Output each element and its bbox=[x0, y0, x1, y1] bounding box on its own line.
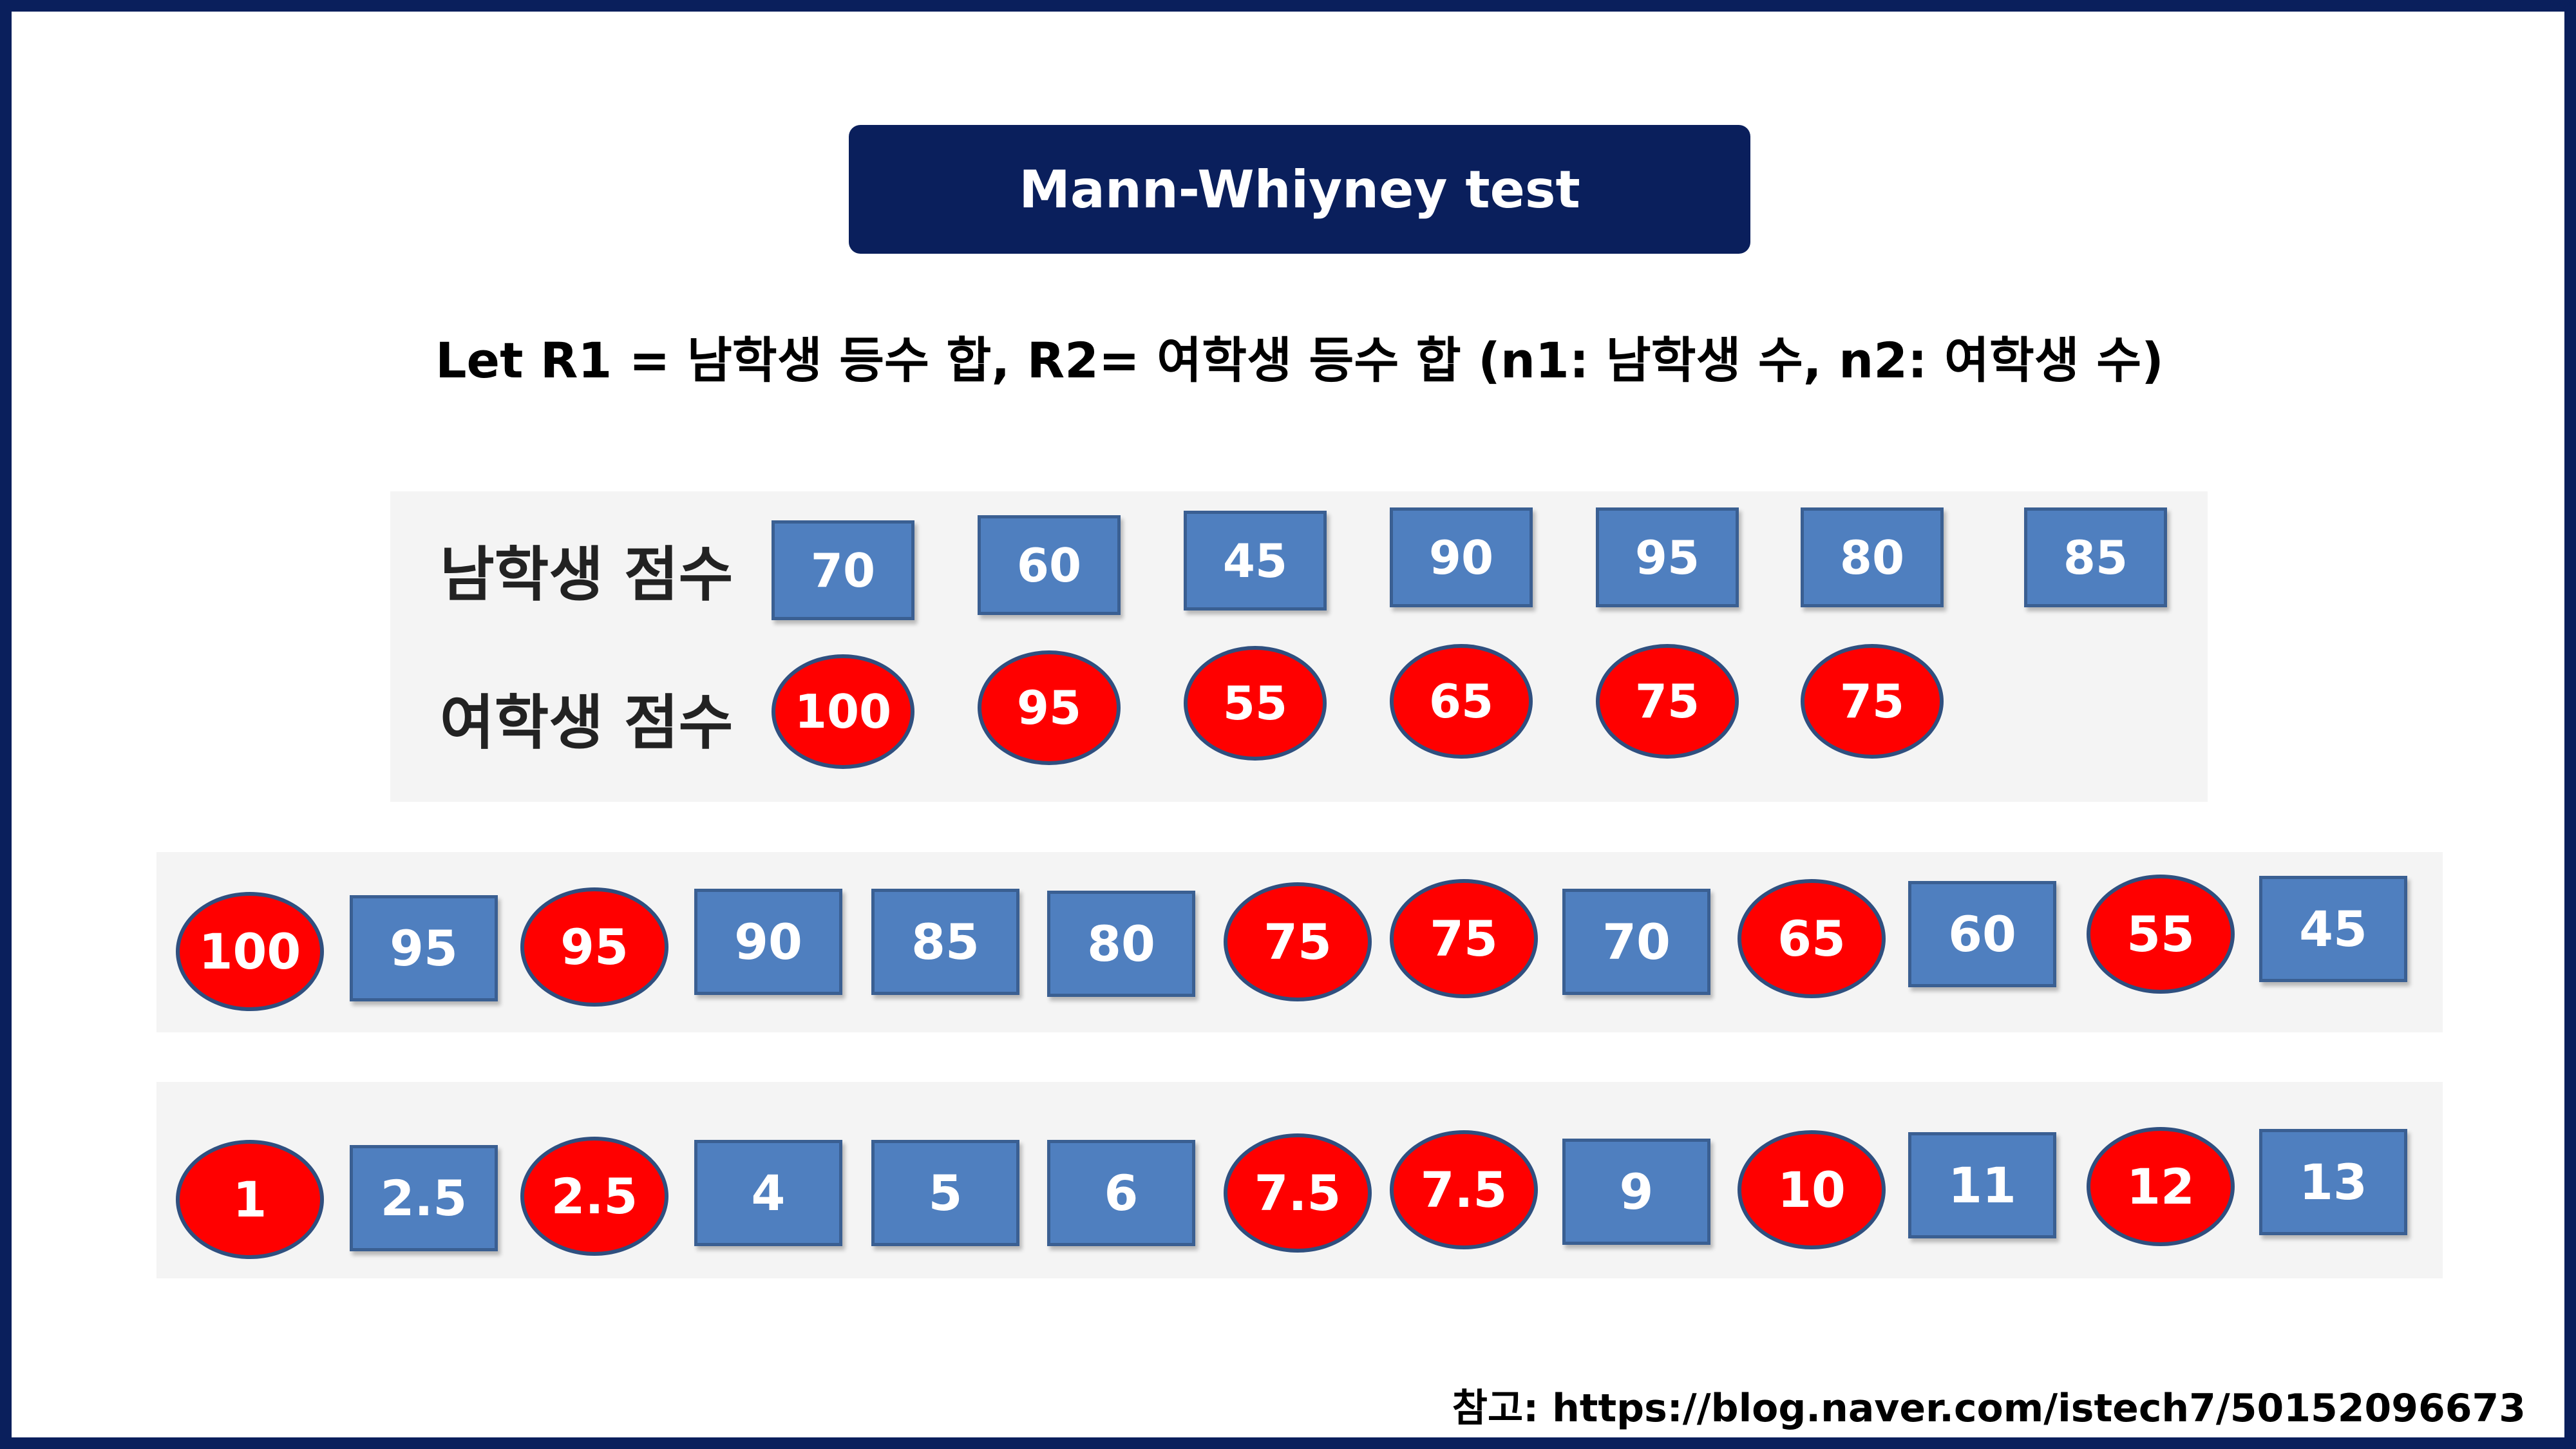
male-score-box: 95 bbox=[1596, 507, 1739, 607]
female-score-circle: 100 bbox=[772, 654, 914, 769]
rank-male-box: 9 bbox=[1562, 1139, 1710, 1245]
sorted-male-box: 45 bbox=[2259, 876, 2407, 982]
rank-female-circle: 7.5 bbox=[1224, 1133, 1372, 1253]
rank-female-circle: 12 bbox=[2087, 1127, 2235, 1246]
female-score-circle: 95 bbox=[978, 650, 1121, 765]
rank-female-circle: 2.5 bbox=[520, 1137, 668, 1256]
male-score-box: 80 bbox=[1801, 507, 1944, 607]
rank-male-box: 2.5 bbox=[350, 1145, 498, 1251]
slide-title: Mann-Whiyney test bbox=[1019, 159, 1580, 220]
sorted-male-box: 70 bbox=[1562, 889, 1710, 995]
reference-note: 참고: https://blog.naver.com/istech7/50152… bbox=[1452, 1386, 2526, 1431]
female-score-circle: 55 bbox=[1184, 646, 1327, 761]
rank-male-box: 13 bbox=[2259, 1129, 2407, 1235]
title-banner: Mann-Whiyney test bbox=[849, 125, 1750, 254]
male-scores-label: 남학생 점수 bbox=[440, 540, 734, 609]
sorted-male-box: 85 bbox=[871, 889, 1019, 995]
female-score-circle: 75 bbox=[1596, 644, 1739, 759]
sorted-male-box: 95 bbox=[350, 895, 498, 1001]
male-score-box: 85 bbox=[2024, 507, 2167, 607]
male-score-box: 60 bbox=[978, 515, 1121, 615]
sorted-female-circle: 100 bbox=[176, 892, 324, 1011]
male-score-box: 45 bbox=[1184, 511, 1327, 611]
rank-female-circle: 7.5 bbox=[1390, 1130, 1538, 1249]
female-score-circle: 65 bbox=[1390, 644, 1533, 759]
sorted-male-box: 60 bbox=[1908, 881, 2056, 987]
slide-subtitle: Let R1 = 남학생 등수 합, R2= 여학생 등수 합 (n1: 남학생… bbox=[435, 332, 2164, 389]
sorted-female-circle: 75 bbox=[1390, 879, 1538, 998]
sorted-female-circle: 55 bbox=[2087, 875, 2235, 994]
sorted-female-circle: 95 bbox=[520, 887, 668, 1007]
rank-male-box: 11 bbox=[1908, 1132, 2056, 1238]
sorted-male-box: 90 bbox=[694, 889, 842, 995]
rank-male-box: 4 bbox=[694, 1140, 842, 1246]
male-score-box: 70 bbox=[772, 520, 914, 620]
sorted-female-circle: 75 bbox=[1224, 882, 1372, 1001]
rank-male-box: 5 bbox=[871, 1140, 1019, 1246]
male-score-box: 90 bbox=[1390, 507, 1533, 607]
female-score-circle: 75 bbox=[1801, 644, 1944, 759]
sorted-female-circle: 65 bbox=[1738, 879, 1886, 998]
female-scores-label: 여학생 점수 bbox=[440, 688, 734, 757]
rank-male-box: 6 bbox=[1047, 1140, 1195, 1246]
rank-female-circle: 10 bbox=[1738, 1130, 1886, 1249]
rank-female-circle: 1 bbox=[176, 1140, 324, 1259]
sorted-male-box: 80 bbox=[1047, 891, 1195, 997]
